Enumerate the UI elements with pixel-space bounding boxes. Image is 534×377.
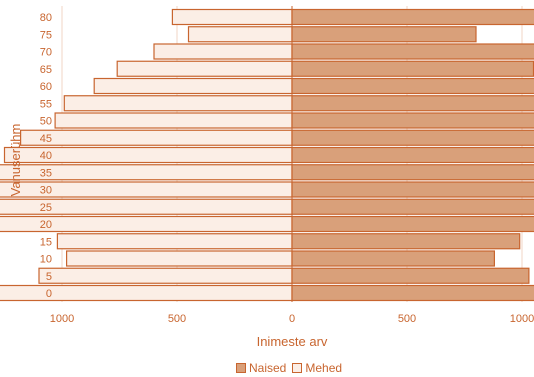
y-tick-label: 40 <box>40 150 52 162</box>
y-tick-label: 20 <box>40 219 52 231</box>
bar-mehed-65 <box>116 60 293 77</box>
bar-naised-70 <box>291 43 534 60</box>
x-tick-label: 1000 <box>510 313 534 325</box>
bar-naised-0 <box>291 284 534 302</box>
bar-naised-40 <box>291 146 534 164</box>
y-tick-label: 45 <box>40 133 52 145</box>
y-tick-label: 10 <box>40 254 52 266</box>
y-tick-label: 25 <box>40 202 52 214</box>
y-tick-label: 0 <box>46 288 52 300</box>
legend-label-naised: Naised <box>249 361 287 375</box>
legend-item-naised: Naised <box>236 361 286 375</box>
bar-naised-20 <box>291 215 534 233</box>
legend-item-mehed: Mehed <box>292 361 342 375</box>
y-tick-label: 50 <box>40 116 52 128</box>
bar-naised-10 <box>291 250 495 267</box>
bar-naised-50 <box>291 112 534 129</box>
bar-mehed-75 <box>187 26 293 43</box>
bar-naised-35 <box>291 164 534 181</box>
bar-mehed-45 <box>20 129 293 146</box>
bar-mehed-50 <box>54 112 293 129</box>
bar-mehed-80 <box>171 8 293 26</box>
y-tick-label: 5 <box>46 271 52 283</box>
bar-naised-60 <box>291 77 534 95</box>
y-tick-label: 35 <box>40 167 52 179</box>
y-tick-label: 30 <box>40 185 52 197</box>
bar-mehed-55 <box>63 95 293 112</box>
bar-naised-80 <box>291 8 534 26</box>
bar-naised-5 <box>291 267 530 284</box>
y-tick-label: 65 <box>40 64 52 76</box>
y-tick-labels: 0 5 10 15 20 25 30 35 40 45 50 55 60 65 70 75 80 <box>40 12 52 300</box>
bar-mehed-70 <box>153 43 293 60</box>
y-tick-label: 70 <box>40 47 52 59</box>
bar-naised-25 <box>291 198 534 215</box>
bar-naised-55 <box>291 95 534 112</box>
x-tick-label: 0 <box>289 313 295 325</box>
legend-label-mehed: Mehed <box>305 361 343 375</box>
x-axis-title: Inimeste arv <box>257 334 328 349</box>
x-tick-label: 500 <box>398 313 416 325</box>
x-tick-label: 1000 <box>50 313 74 325</box>
bar-naised-65 <box>291 60 534 77</box>
bar-naised-75 <box>291 26 477 43</box>
x-tick-label: 500 <box>168 313 186 325</box>
bar-naised-30 <box>291 181 534 198</box>
bar-mehed-0 <box>0 284 293 302</box>
bar-mehed-5 <box>38 267 293 284</box>
bar-mehed-60 <box>93 77 293 95</box>
bar-mehed-10 <box>65 250 293 267</box>
y-tick-label: 60 <box>40 81 52 93</box>
bar-naised-15 <box>291 233 521 250</box>
bar-mehed-15 <box>56 233 293 250</box>
y-axis-title: Vanuserühm <box>8 124 23 197</box>
legend-swatch-naised <box>236 363 246 373</box>
x-tick-labels: 2000150010005000500100015002000 <box>50 313 534 325</box>
bars <box>0 8 534 302</box>
y-tick-label: 55 <box>40 98 52 110</box>
bar-naised-45 <box>291 129 534 146</box>
y-tick-label: 15 <box>40 236 52 248</box>
legend-swatch-mehed <box>292 363 303 373</box>
y-tick-label: 75 <box>40 29 52 41</box>
y-tick-label: 80 <box>40 12 52 24</box>
legend: Naised Mehed <box>236 361 348 375</box>
